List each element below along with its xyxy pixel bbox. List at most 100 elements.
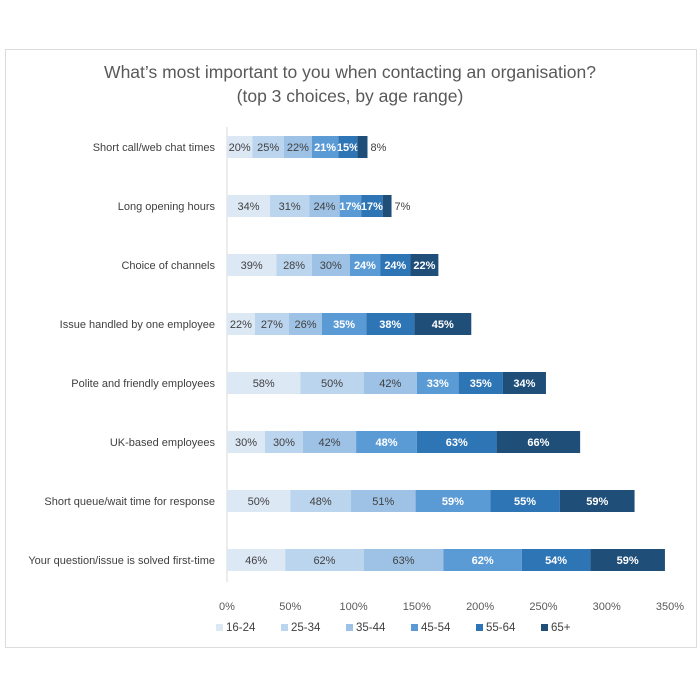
data-label: 26% xyxy=(294,319,316,331)
bar-segment xyxy=(254,313,290,335)
category-label: Polite and friendly employees xyxy=(71,378,215,390)
x-tick-label: 200% xyxy=(466,601,494,613)
x-tick-label: 350% xyxy=(656,601,684,613)
data-label: 35% xyxy=(470,378,492,390)
data-label: 42% xyxy=(319,437,341,449)
bar-segment xyxy=(311,136,339,158)
data-label: 30% xyxy=(273,437,295,449)
data-label: 42% xyxy=(379,378,401,390)
x-tick-label: 0% xyxy=(219,601,235,613)
data-label: 59% xyxy=(586,496,608,508)
data-label: 35% xyxy=(333,319,355,331)
bar-segment xyxy=(264,431,303,453)
data-label: 24% xyxy=(313,201,335,213)
data-label: 22% xyxy=(230,319,252,331)
legend-label: 55-64 xyxy=(486,622,516,634)
data-label: 51% xyxy=(372,496,394,508)
bar-segment xyxy=(227,549,286,571)
bar-segment xyxy=(338,136,358,158)
data-label: 17% xyxy=(361,201,383,213)
bar-segment xyxy=(283,136,312,158)
bar-segment xyxy=(349,254,381,276)
bar-segment xyxy=(227,136,253,158)
bar-segment xyxy=(302,431,357,453)
data-label: 34% xyxy=(238,201,260,213)
bar-segment xyxy=(285,549,364,571)
bar-segment xyxy=(590,549,665,571)
bar-segment xyxy=(414,313,472,335)
data-label: 33% xyxy=(427,378,449,390)
x-tick-label: 300% xyxy=(593,601,621,613)
data-label: 50% xyxy=(321,378,343,390)
bar-segment xyxy=(351,490,416,512)
bar-segment xyxy=(416,431,497,453)
bar-segment xyxy=(410,254,439,276)
bar-segment xyxy=(227,372,301,394)
bar-segment xyxy=(490,490,560,512)
data-label: 59% xyxy=(617,555,639,567)
category-label: Short call/web chat times xyxy=(93,142,216,154)
bar-segment xyxy=(276,254,312,276)
data-label: 8% xyxy=(370,142,386,154)
data-label: 48% xyxy=(310,496,332,508)
bar-segment xyxy=(227,431,265,453)
chart-subtitle: (top 3 choices, by age range) xyxy=(236,86,464,106)
legend-label: 25-34 xyxy=(291,622,321,634)
bar-segment xyxy=(443,549,522,571)
bar-segment xyxy=(382,195,392,217)
bar-segment xyxy=(252,136,284,158)
data-label: 63% xyxy=(446,437,468,449)
data-label: 24% xyxy=(354,260,376,272)
category-label: Choice of channels xyxy=(121,260,215,272)
legend-label: 16-24 xyxy=(226,622,256,634)
data-label: 45% xyxy=(432,319,454,331)
bar-segment xyxy=(458,372,503,394)
legend-swatch xyxy=(216,624,223,631)
data-label: 22% xyxy=(413,260,435,272)
bar-segment xyxy=(380,254,411,276)
data-label: 63% xyxy=(393,555,415,567)
category-label: Long opening hours xyxy=(118,201,216,213)
bar-segment xyxy=(300,372,364,394)
bar-segment xyxy=(339,195,362,217)
bar-segment xyxy=(521,549,591,571)
x-tick-label: 50% xyxy=(279,601,301,613)
data-label: 62% xyxy=(472,555,494,567)
data-label: 17% xyxy=(339,201,361,213)
legend-swatch xyxy=(411,624,418,631)
legend-swatch xyxy=(346,624,353,631)
bar-segment xyxy=(415,490,491,512)
legend-swatch xyxy=(476,624,483,631)
category-label: Issue handled by one employee xyxy=(60,319,215,331)
data-label: 34% xyxy=(513,378,535,390)
data-label: 62% xyxy=(313,555,335,567)
bar-segment xyxy=(227,254,277,276)
category-label: Short queue/wait time for response xyxy=(44,496,215,508)
bar-segment xyxy=(289,313,322,335)
legend-label: 45-54 xyxy=(421,622,451,634)
data-label: 21% xyxy=(314,142,336,154)
bar-segment xyxy=(311,254,350,276)
bar-segment xyxy=(502,372,546,394)
bar-segment xyxy=(559,490,635,512)
data-label: 22% xyxy=(287,142,309,154)
bar-segment xyxy=(356,431,417,453)
data-label: 50% xyxy=(248,496,270,508)
bar-segment xyxy=(227,490,291,512)
data-label: 59% xyxy=(442,496,464,508)
bar-segment xyxy=(227,313,255,335)
legend-label: 65+ xyxy=(551,622,571,634)
data-label: 38% xyxy=(379,319,401,331)
data-label: 48% xyxy=(375,437,397,449)
data-label: 66% xyxy=(527,437,549,449)
bar-segment xyxy=(357,136,368,158)
bar-segment xyxy=(363,549,444,571)
x-tick-label: 150% xyxy=(403,601,431,613)
data-label: 24% xyxy=(384,260,406,272)
data-label: 58% xyxy=(253,378,275,390)
category-label: Your question/issue is solved first-time xyxy=(28,555,215,567)
data-label: 55% xyxy=(514,496,536,508)
legend-swatch xyxy=(541,624,548,631)
data-label: 54% xyxy=(545,555,567,567)
legend-label: 35-44 xyxy=(356,622,386,634)
